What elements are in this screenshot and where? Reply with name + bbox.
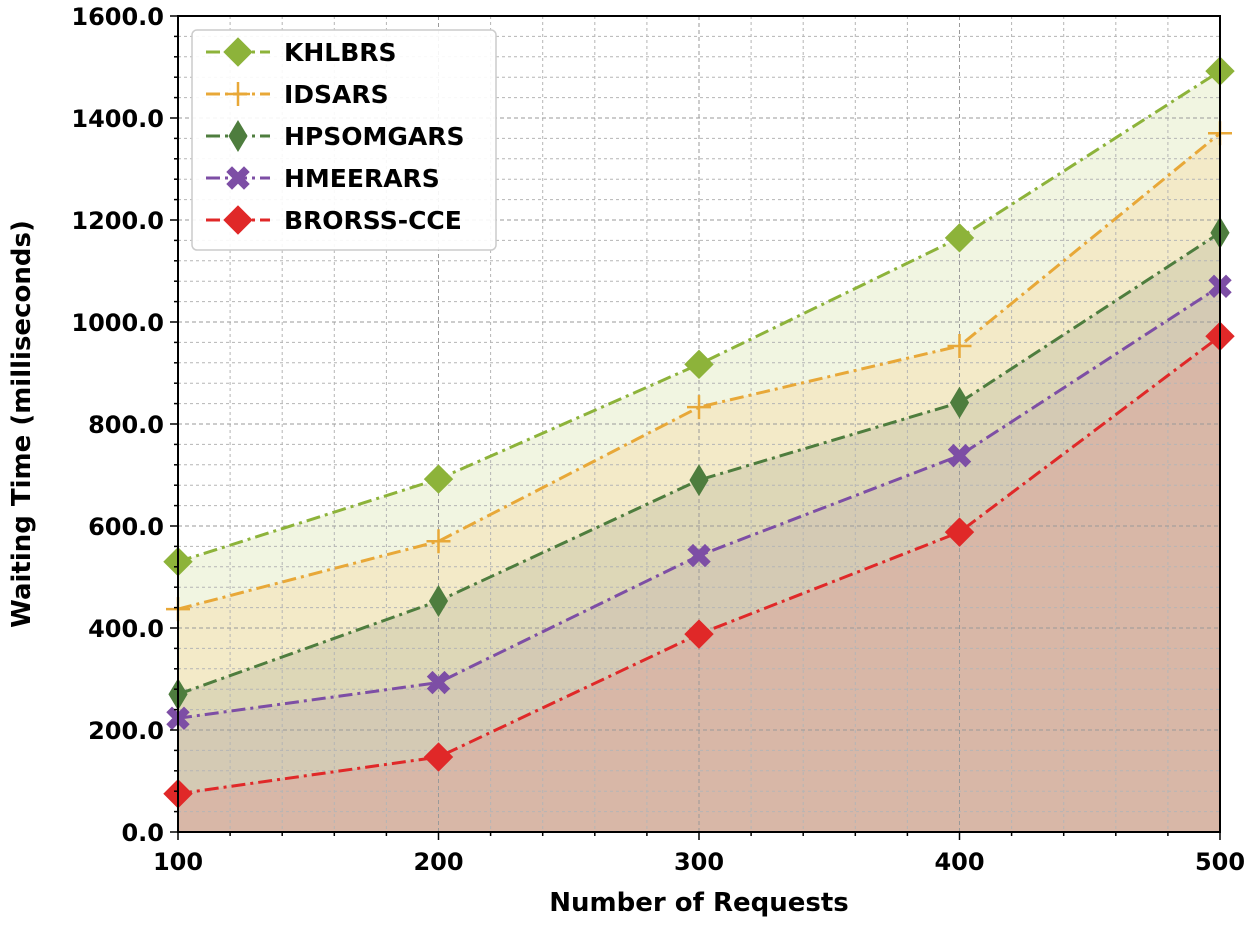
data-point-khlbrs: [423, 464, 454, 494]
y-axis-title: Waiting Time (milliseconds): [7, 220, 37, 628]
x-tick-label: 300: [674, 848, 724, 876]
y-tick-label: 200.0: [88, 717, 164, 745]
x-tick-label: 400: [934, 848, 984, 876]
legend-marker-hpsomgars: [228, 120, 248, 152]
data-point-idsars: [426, 529, 451, 554]
x-tick-label: 100: [153, 848, 203, 876]
data-point-hmeerars: [687, 543, 711, 568]
legend-marker-hmeerars: [226, 166, 250, 190]
y-tick-label: 0.0: [121, 819, 164, 847]
data-point-idsars: [687, 395, 711, 420]
y-tick-label: 800.0: [88, 411, 164, 439]
data-point-khlbrs: [944, 223, 975, 253]
legend-marker-khlbrs: [223, 37, 253, 67]
y-tick-label: 400.0: [88, 615, 164, 643]
series-line-khlbrs: [177, 69, 1221, 564]
y-tick-labels: 0.0 200.0 400.0 600.0 800.0 1000.0 1200.0 1400.…: [71, 3, 164, 847]
plot-frame: [177, 15, 1221, 833]
legend-label-hmeerars: HMEERARS: [284, 164, 440, 193]
data-point-idsars: [947, 333, 972, 358]
legend-marker-brorss-cce: [223, 205, 253, 235]
legend-label-khlbrs: KHLBRS: [284, 38, 397, 67]
data-point-brorss-cce: [944, 517, 975, 547]
x-axis-title: Number of Requests: [549, 888, 849, 918]
y-tick-label: 1400.0: [71, 105, 164, 133]
data-point-hpsomgars: [428, 584, 449, 617]
data-point-brorss-cce: [684, 619, 714, 649]
data-point-brorss-cce: [423, 742, 454, 772]
legend-marker-idsars: [226, 82, 250, 106]
data-point-hpsomgars: [949, 386, 970, 419]
y-tick-label: 600.0: [88, 513, 164, 541]
y-tick-label: 1600.0: [71, 3, 164, 31]
legend-label-brorss-cce: BRORSS-CCE: [284, 206, 462, 235]
x-tick-label: 200: [413, 848, 463, 876]
data-point-hmeerars: [426, 670, 451, 695]
area-fill-brorss-cce: [178, 336, 1220, 832]
legend-box: [191, 29, 497, 251]
data-point-hpsomgars: [689, 464, 709, 497]
x-tick-labels: 100 200 300 400 500: [153, 848, 1245, 876]
series-line-hpsomgars: [177, 231, 1221, 696]
legend: KHLBRS IDSARS HPSOMGARS HMEERARS BRORSS-CCE: [191, 29, 497, 251]
data-point-hmeerars: [947, 443, 972, 468]
y-tick-label: 1000.0: [71, 309, 164, 337]
x-tick-label: 500: [1195, 848, 1245, 876]
y-tick-label: 1200.0: [71, 207, 164, 235]
data-point-khlbrs: [684, 349, 714, 380]
legend-label-idsars: IDSARS: [284, 80, 389, 109]
legend-label-hpsomgars: HPSOMGARS: [284, 122, 465, 151]
